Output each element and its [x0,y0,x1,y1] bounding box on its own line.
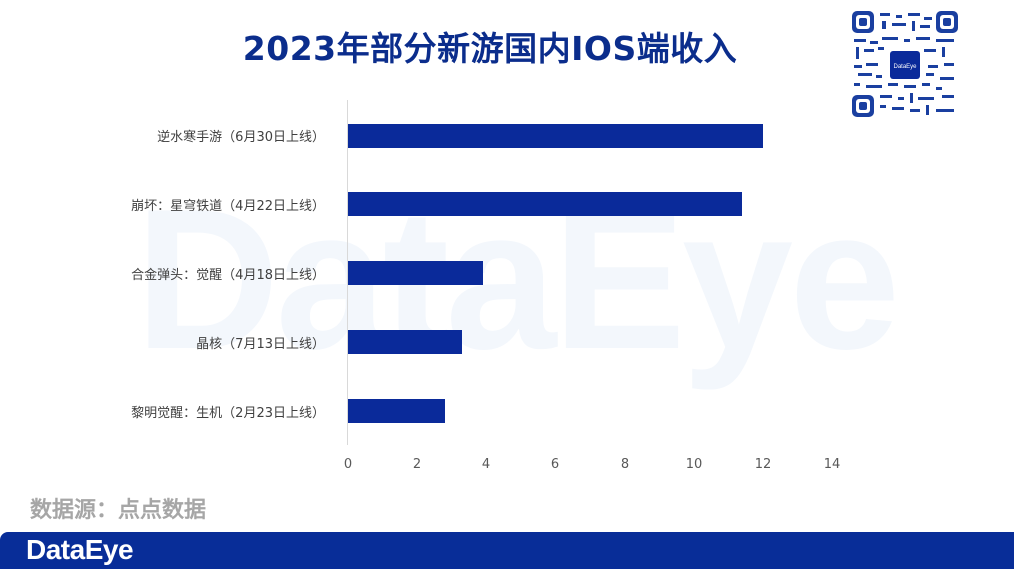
footer-bar: DataEye [0,532,1014,569]
x-tick-label: 2 [412,457,422,472]
category-label: 逆水寒手游（6月30日上线） [157,130,325,145]
bar [348,192,743,216]
bar-chart: 逆水寒手游（6月30日上线） 崩坏：星穹铁道（4月22日上线） 合金弹头：觉醒（… [131,100,841,472]
bar [348,261,483,285]
y-axis-line [347,100,348,445]
bar [348,399,445,423]
x-tick-label: 10 [685,457,703,472]
bar [348,330,463,354]
x-tick-label: 6 [550,457,560,472]
category-label: 崩坏：星穹铁道（4月22日上线） [131,199,325,214]
data-source-label: 数据源：点点数据 [30,498,207,523]
category-label: 合金弹头：觉醒（4月18日上线） [131,268,325,283]
x-tick-label: 14 [823,457,841,472]
qr-code-icon: DataEye [852,11,958,117]
svg-text:DataEye: DataEye [893,64,917,70]
category-label: 黎明觉醒：生机（2月23日上线） [131,406,325,421]
x-tick-label: 0 [343,457,353,472]
x-tick-label: 8 [620,457,630,472]
chart-title: 2023年部分新游国内IOS端收入 [242,29,738,68]
x-tick-label: 4 [481,457,491,472]
bar [348,124,763,148]
x-tick-label: 12 [754,457,772,472]
dataeye-logo: DataEye [26,534,134,565]
category-label: 晶核（7月13日上线） [196,337,325,352]
